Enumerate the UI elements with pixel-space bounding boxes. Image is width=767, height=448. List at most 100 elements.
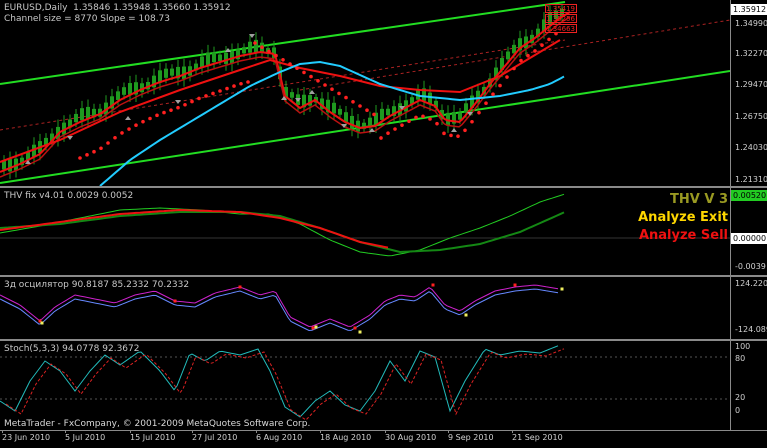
candle-body [26,151,30,161]
date-tick-mark [130,430,131,433]
candle-body [422,88,426,101]
copyright-notice: MetaTrader - FxCompany, © 2001-2009 Meta… [4,419,311,429]
thv-pane[interactable] [0,188,730,275]
candle-body [290,92,294,98]
sar-dot [267,49,271,54]
oscillator-yellow-marker [314,325,318,329]
sar-dot [386,131,390,135]
long-trend-line [0,39,561,163]
stochastic-axis[interactable] [730,341,767,430]
pivot-marker [281,96,287,100]
sar-dot [400,123,404,127]
pivot-marker [175,100,181,104]
candle-body [224,52,228,64]
candle-body [86,106,90,120]
oscillator-axis[interactable] [730,277,767,339]
sar-dot [421,114,425,119]
sar-dot [183,102,187,107]
channel-upper-line [0,1,566,85]
sar-dot [309,74,313,79]
sar-dot [365,108,369,112]
sar-dot [484,101,488,106]
sar-dot [162,110,166,115]
stochastic-pane[interactable] [0,341,730,430]
date-label: 30 Aug 2010 [385,433,437,442]
date-tick-mark [385,430,386,433]
oscillator-red-marker [38,319,42,323]
candle-body [494,67,498,80]
pivot-marker [341,124,347,128]
sar-dot [498,83,502,88]
pane-separator[interactable] [0,339,767,341]
date-label: 9 Sep 2010 [448,433,494,442]
candle-body [182,66,186,79]
candle-body [326,99,330,113]
date-label: 15 Jul 2010 [130,433,176,442]
oscillator-pane[interactable] [0,277,730,339]
oscillator-red-marker [173,299,177,303]
sar-dot [323,83,327,87]
sar-dot [302,70,306,75]
date-tick-mark [2,430,3,433]
date-label: 23 Jun 2010 [2,433,51,442]
date-label: 6 Aug 2010 [256,433,303,442]
candle-body [128,83,132,95]
price-tick: 1.21310 [735,175,767,184]
candle-body [500,58,504,70]
sar-dot [197,96,201,101]
candle-body [116,91,120,100]
candle-body [368,117,372,128]
candle-body [536,28,540,37]
candle-body [2,160,6,170]
candle-body [338,108,342,115]
sar-dot [134,123,138,127]
date-tick-mark [512,430,513,433]
candle-body [452,111,456,124]
sar-dot [358,104,362,108]
candle-body [50,133,54,142]
thv-line-bright [0,193,565,257]
symbol-header: EURUSD,Daily 1.35846 1.35948 1.35660 1.3… [4,3,231,13]
oscillator-red-marker [238,285,242,289]
brand-title: THV V 3 [670,192,728,207]
candle-body [194,63,198,71]
pivot-marker [67,136,73,140]
thv-axis[interactable] [730,188,767,275]
sar-dot [288,62,292,66]
price-axis[interactable] [730,0,767,186]
oscillator-line [0,284,559,328]
pivot-marker [25,160,31,164]
candle-body [302,94,306,108]
sar-dot [274,53,278,58]
thv-tick-zero: 0.00000 [731,233,767,244]
candle-body [146,81,150,90]
date-label: 21 Sep 2010 [512,433,563,442]
candle-body [80,108,84,121]
candle-body [308,95,312,106]
candle-body [284,87,288,98]
sar-dot [113,135,117,140]
oscillator-signal-line [0,288,559,332]
candle-body [206,52,210,65]
oscillator-yellow-marker [40,321,44,325]
pane-separator[interactable] [0,186,767,188]
sar-dot [281,58,285,62]
candle-body [350,115,354,129]
candle-body [272,47,276,59]
pane-separator[interactable] [0,275,767,277]
price-tick: 1.34990 [735,19,767,28]
sar-dot [204,94,208,98]
sar-dot [456,134,460,138]
oscillator-red-marker [431,283,435,287]
channel-info: Channel size = 8770 Slope = 108.73 [4,14,171,24]
candle-body [464,103,468,113]
sar-dot [127,127,131,131]
sar-dot [218,89,222,93]
sar-dot [148,116,152,121]
oscillator-red-marker [513,283,517,287]
sar-dot [169,108,173,112]
date-label: 18 Aug 2010 [320,433,372,442]
candle-body [470,95,474,108]
thv-line-red [0,208,389,249]
